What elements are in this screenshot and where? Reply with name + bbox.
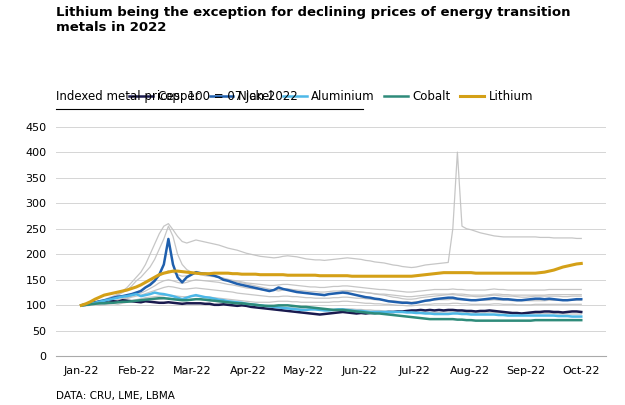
- Text: Lithium being the exception for declining prices of energy transition metals in : Lithium being the exception for declinin…: [56, 6, 571, 34]
- Text: DATA: CRU, LME, LBMA: DATA: CRU, LME, LBMA: [56, 391, 175, 401]
- Legend: Copper, Nickel, Aluminium, Cobalt, Lithium: Copper, Nickel, Aluminium, Cobalt, Lithi…: [124, 85, 538, 108]
- Text: Indexed metal prices; 100 = 07 Jan 2022: Indexed metal prices; 100 = 07 Jan 2022: [56, 90, 298, 103]
